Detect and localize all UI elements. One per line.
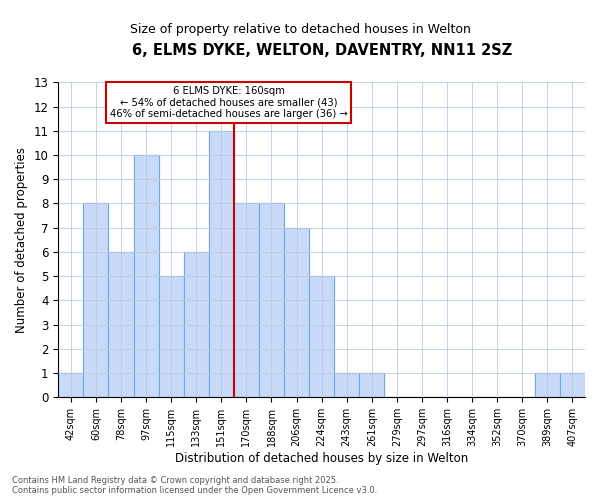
Bar: [158, 276, 184, 398]
Bar: [284, 228, 309, 398]
Bar: [259, 204, 284, 398]
Bar: [309, 276, 334, 398]
Bar: [234, 204, 259, 398]
Bar: [535, 373, 560, 398]
Bar: [158, 276, 184, 398]
Bar: [234, 204, 259, 398]
Bar: [309, 276, 334, 398]
Bar: [359, 373, 385, 398]
Title: 6, ELMS DYKE, WELTON, DAVENTRY, NN11 2SZ: 6, ELMS DYKE, WELTON, DAVENTRY, NN11 2SZ: [131, 42, 512, 58]
Bar: [58, 373, 83, 398]
Bar: [209, 130, 234, 398]
Bar: [184, 252, 209, 398]
Bar: [209, 130, 234, 398]
Bar: [83, 204, 109, 398]
Bar: [560, 373, 585, 398]
Y-axis label: Number of detached properties: Number of detached properties: [15, 147, 28, 333]
X-axis label: Distribution of detached houses by size in Welton: Distribution of detached houses by size …: [175, 452, 468, 465]
Bar: [359, 373, 385, 398]
Bar: [184, 252, 209, 398]
Text: Size of property relative to detached houses in Welton: Size of property relative to detached ho…: [130, 22, 470, 36]
Text: 6 ELMS DYKE: 160sqm
← 54% of detached houses are smaller (43)
46% of semi-detach: 6 ELMS DYKE: 160sqm ← 54% of detached ho…: [110, 86, 348, 119]
Bar: [109, 252, 134, 398]
Bar: [284, 228, 309, 398]
Bar: [58, 373, 83, 398]
Bar: [334, 373, 359, 398]
Bar: [535, 373, 560, 398]
Bar: [83, 204, 109, 398]
Bar: [134, 155, 158, 398]
Bar: [259, 204, 284, 398]
Bar: [134, 155, 158, 398]
Bar: [109, 252, 134, 398]
Bar: [334, 373, 359, 398]
Text: Contains HM Land Registry data © Crown copyright and database right 2025.
Contai: Contains HM Land Registry data © Crown c…: [12, 476, 377, 495]
Bar: [560, 373, 585, 398]
